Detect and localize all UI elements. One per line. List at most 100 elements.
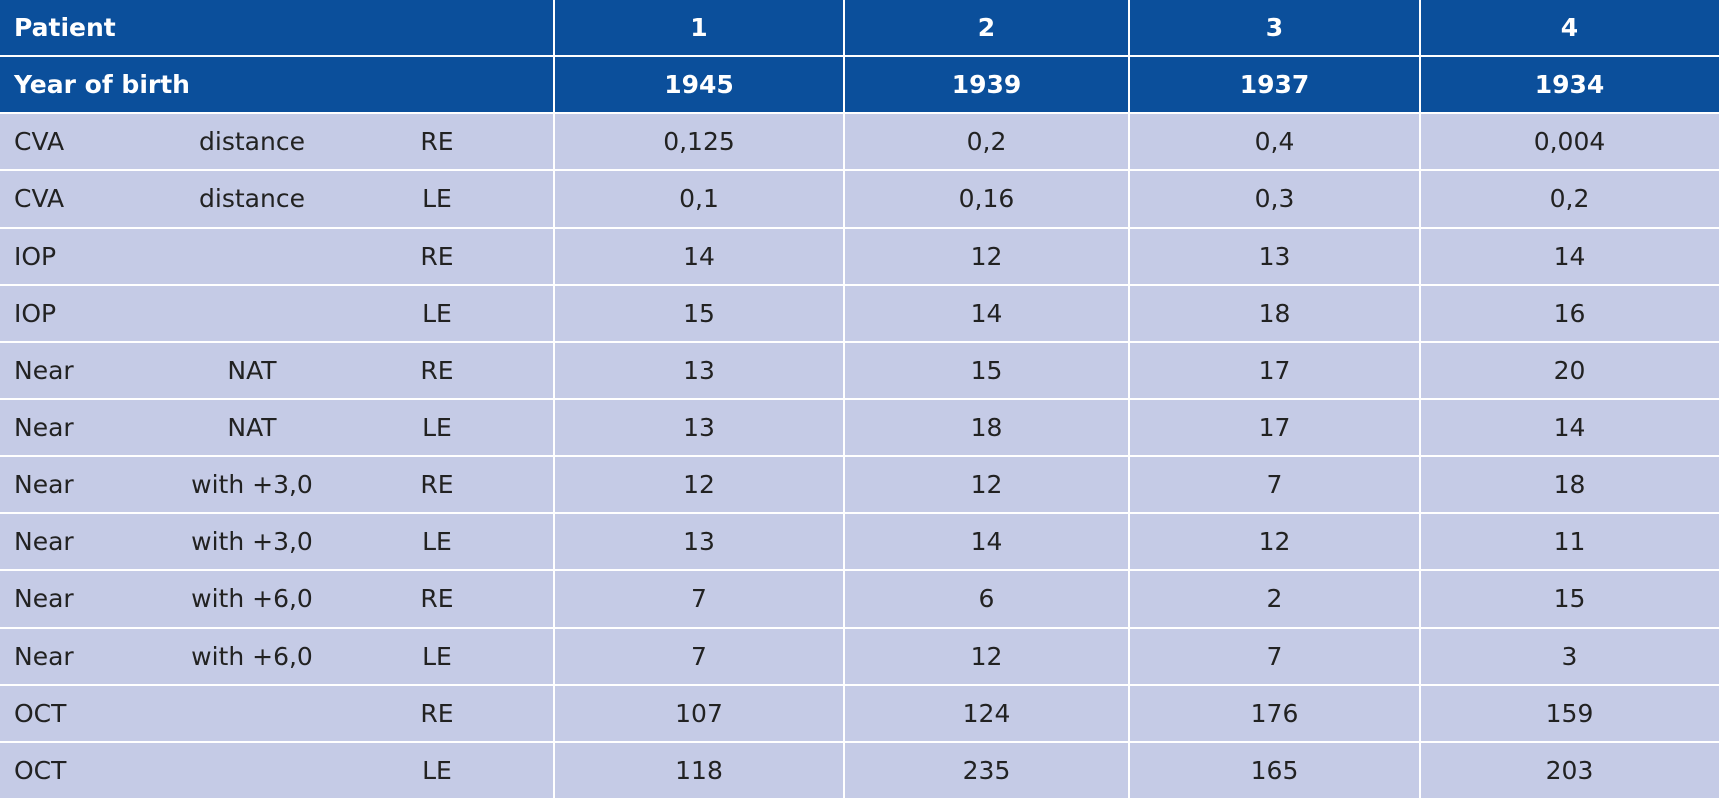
- detail-cell: NAT: [227, 355, 277, 385]
- column-divider: [1419, 0, 1421, 56]
- value-cell: 0,004: [1533, 127, 1606, 157]
- eye-cell: RE: [420, 241, 454, 271]
- column-divider: [1419, 57, 1421, 113]
- data-row: Near with +3,0 RE 12 12 7 18: [0, 457, 1719, 515]
- data-row: Near with +3,0 LE 13 14 12 11: [0, 514, 1719, 572]
- column-divider: [1128, 742, 1130, 798]
- column-divider: [843, 0, 845, 56]
- value-cell: 15: [683, 298, 715, 328]
- value-cell: 1937: [1239, 70, 1310, 100]
- value-cell: 13: [1258, 241, 1291, 271]
- column-divider: [843, 57, 845, 113]
- value-cell: 7: [691, 641, 707, 671]
- data-row: CVA distance LE 0,1 0,16 0,3 0,2: [0, 171, 1719, 229]
- column-divider: [1128, 228, 1130, 284]
- column-divider: [553, 114, 555, 170]
- column-divider: [1128, 114, 1130, 170]
- column-divider: [843, 342, 845, 398]
- column-divider: [553, 171, 555, 227]
- data-row: IOP RE 14 12 13 14: [0, 228, 1719, 286]
- column-divider: [843, 514, 845, 570]
- value-cell: 2: [977, 13, 996, 43]
- column-divider: [1128, 0, 1130, 56]
- value-cell: 124: [962, 698, 1011, 728]
- value-cell: 14: [1553, 241, 1586, 271]
- measure-cell: Near: [14, 355, 74, 385]
- value-cell: 12: [970, 641, 1003, 671]
- value-cell: 17: [1258, 413, 1291, 443]
- column-divider: [1128, 685, 1130, 741]
- data-row: Near NAT LE 13 18 17 14: [0, 400, 1719, 458]
- value-cell: 16: [1553, 298, 1586, 328]
- column-divider: [1128, 571, 1130, 627]
- data-row: OCT LE 118 235 165 203: [0, 742, 1719, 800]
- column-divider: [843, 457, 845, 513]
- column-divider: [1419, 400, 1421, 456]
- measure-cell: IOP: [14, 241, 57, 271]
- column-divider: [1419, 228, 1421, 284]
- header-label: Year of birth: [14, 70, 190, 100]
- column-divider: [1128, 514, 1130, 570]
- value-cell: 118: [675, 755, 723, 785]
- detail-cell: with +3,0: [191, 527, 313, 557]
- column-divider: [553, 400, 555, 456]
- value-cell: 0,1: [679, 184, 719, 214]
- value-cell: 14: [1553, 413, 1586, 443]
- column-divider: [843, 114, 845, 170]
- value-cell: 107: [675, 698, 723, 728]
- value-cell: 12: [970, 470, 1003, 500]
- data-row: Near NAT RE 13 15 17 20: [0, 342, 1719, 400]
- value-cell: 1934: [1534, 70, 1605, 100]
- value-cell: 165: [1250, 755, 1299, 785]
- value-cell: 12: [970, 241, 1003, 271]
- column-divider: [1419, 285, 1421, 341]
- value-cell: 13: [683, 413, 715, 443]
- value-cell: 7: [1266, 470, 1283, 500]
- column-divider: [553, 285, 555, 341]
- data-row: Near with +6,0 RE 7 6 2 15: [0, 571, 1719, 629]
- header-row: Patient 1 2 3 4: [0, 0, 1719, 58]
- data-row: OCT RE 107 124 176 159: [0, 685, 1719, 743]
- measure-cell: CVA: [14, 184, 65, 214]
- column-divider: [553, 57, 555, 113]
- eye-cell: RE: [420, 355, 454, 385]
- value-cell: 12: [1258, 527, 1291, 557]
- column-divider: [1419, 342, 1421, 398]
- eye-cell: RE: [420, 698, 454, 728]
- eye-cell: RE: [420, 470, 454, 500]
- measure-cell: OCT: [14, 755, 67, 785]
- column-divider: [553, 685, 555, 741]
- column-divider: [1128, 57, 1130, 113]
- column-divider: [553, 228, 555, 284]
- detail-cell: NAT: [227, 413, 277, 443]
- value-cell: 12: [683, 470, 715, 500]
- eye-cell: RE: [420, 127, 454, 157]
- column-divider: [1419, 114, 1421, 170]
- value-cell: 7: [691, 584, 707, 614]
- column-divider: [1419, 685, 1421, 741]
- eye-cell: LE: [422, 755, 452, 785]
- column-divider: [553, 0, 555, 56]
- column-divider: [843, 285, 845, 341]
- data-row: Near with +6,0 LE 7 12 7 3: [0, 628, 1719, 686]
- detail-cell: with +6,0: [191, 641, 313, 671]
- value-cell: 7: [1266, 641, 1283, 671]
- eye-cell: LE: [422, 413, 452, 443]
- value-cell: 1: [690, 13, 708, 43]
- value-cell: 0,3: [1254, 184, 1295, 214]
- measure-cell: OCT: [14, 698, 67, 728]
- column-divider: [1419, 628, 1421, 684]
- column-divider: [1419, 514, 1421, 570]
- eye-cell: LE: [422, 184, 452, 214]
- column-divider: [553, 342, 555, 398]
- eye-cell: LE: [422, 527, 452, 557]
- value-cell: 14: [683, 241, 715, 271]
- measure-cell: Near: [14, 641, 74, 671]
- column-divider: [1128, 400, 1130, 456]
- measure-cell: IOP: [14, 298, 57, 328]
- column-divider: [1419, 457, 1421, 513]
- column-divider: [843, 685, 845, 741]
- column-divider: [553, 514, 555, 570]
- value-cell: 15: [1553, 584, 1586, 614]
- value-cell: 176: [1250, 698, 1299, 728]
